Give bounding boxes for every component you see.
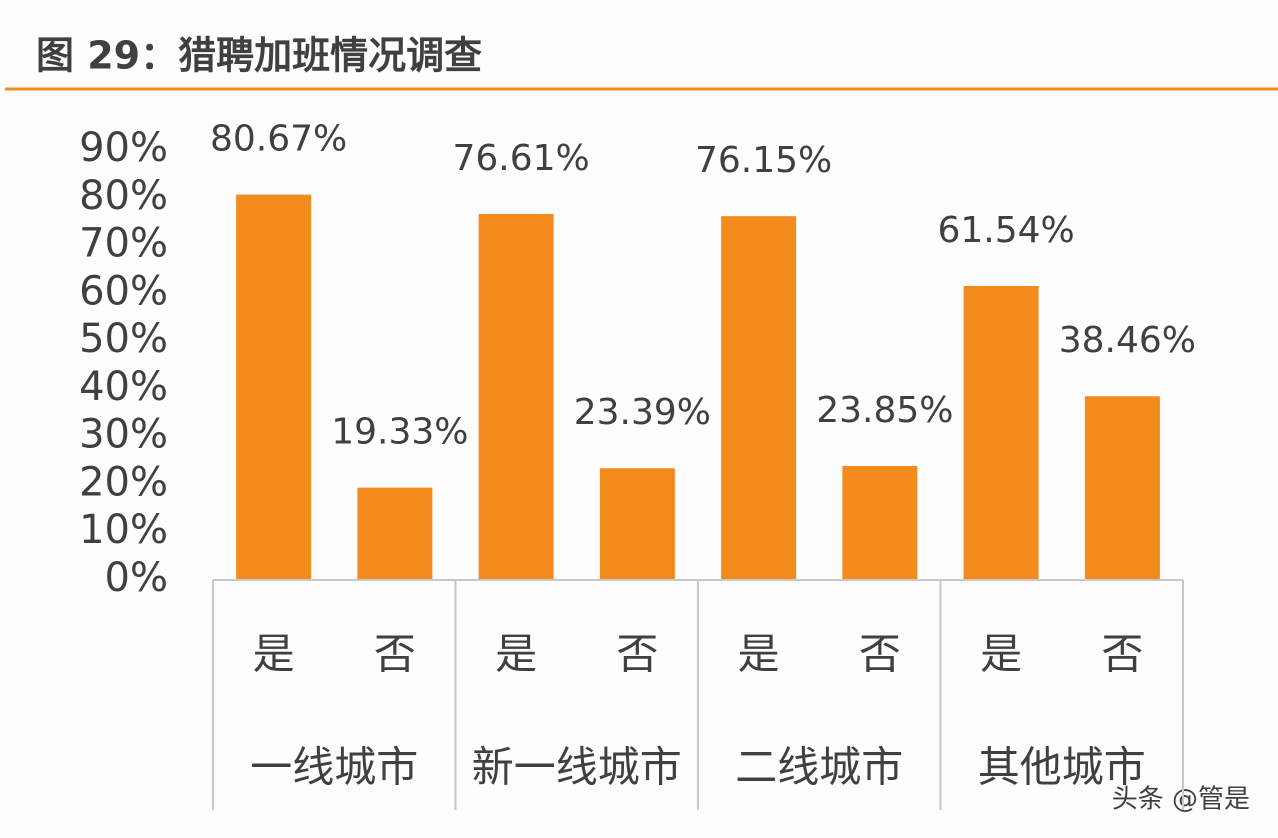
bar: [599, 468, 675, 580]
group-label: 新一线城市: [472, 743, 682, 792]
bar: [1084, 396, 1160, 580]
group-label: 其他城市: [978, 743, 1146, 792]
bar: [842, 466, 918, 580]
y-tick-label: 90%: [79, 125, 168, 171]
bar: [478, 213, 554, 581]
bar: [963, 285, 1039, 580]
data-label: 76.15%: [695, 140, 832, 181]
group-label: 二线城市: [735, 743, 903, 792]
y-tick-label: 10%: [79, 507, 168, 553]
data-label: 23.39%: [574, 392, 711, 433]
x-tick-label: 是: [738, 630, 780, 679]
x-tick-label: 否: [859, 630, 901, 679]
data-label: 76.61%: [452, 138, 589, 179]
data-label: 23.85%: [816, 390, 953, 431]
y-tick-label: 50%: [79, 316, 168, 362]
x-tick-label: 是: [980, 630, 1022, 679]
y-tick-label: 60%: [79, 268, 168, 314]
x-tick-label: 是: [495, 630, 537, 679]
bar: [721, 216, 797, 580]
watermark: 头条 @管是: [1112, 785, 1250, 815]
data-label: 19.33%: [331, 412, 468, 453]
x-tick-label: 否: [616, 630, 658, 679]
y-tick-label: 30%: [79, 412, 168, 458]
data-label: 61.54%: [937, 210, 1074, 251]
data-label: 38.46%: [1059, 320, 1196, 361]
x-tick-label: 否: [1101, 630, 1143, 679]
y-tick-label: 40%: [79, 364, 168, 410]
bar: [357, 487, 433, 580]
y-tick-label: 0%: [105, 555, 168, 601]
y-tick-label: 20%: [79, 459, 168, 505]
y-tick-label: 80%: [79, 173, 168, 219]
chart-title: 图 29：猎聘加班情况调查: [36, 34, 482, 78]
x-tick-label: 否: [374, 630, 416, 679]
y-tick-label: 70%: [79, 221, 168, 267]
group-label: 一线城市: [250, 743, 418, 792]
bar: [236, 194, 312, 580]
data-label: 80.67%: [210, 119, 347, 160]
x-tick-label: 是: [253, 630, 295, 679]
